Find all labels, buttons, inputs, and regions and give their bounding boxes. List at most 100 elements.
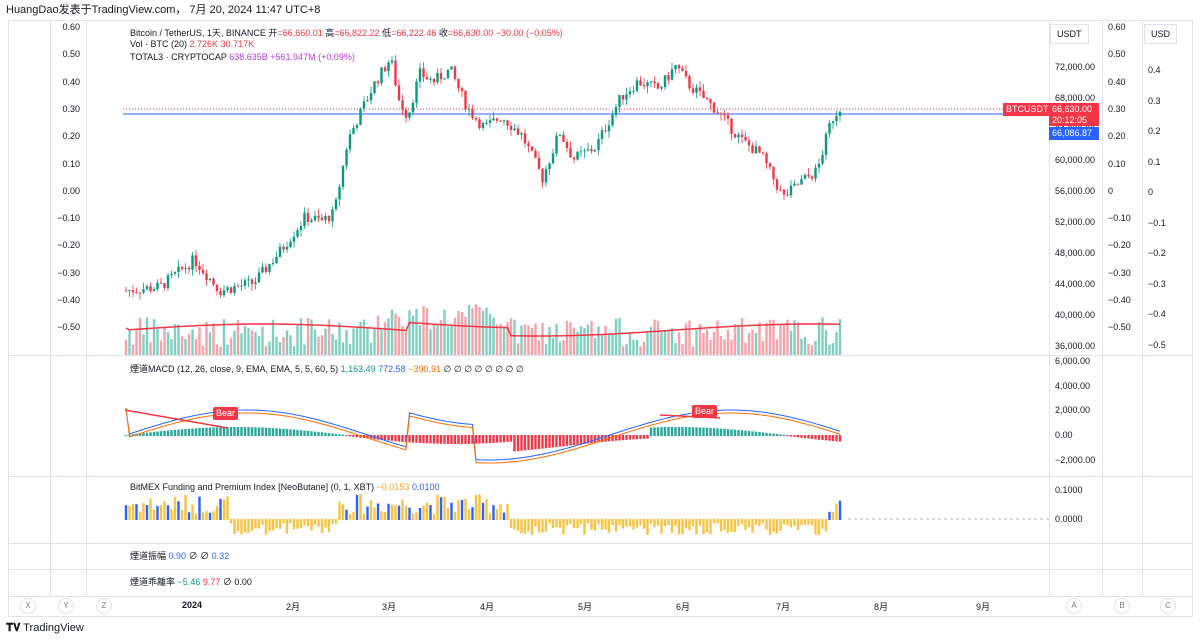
funding-bar <box>415 512 418 520</box>
funding-bar <box>373 507 376 520</box>
candle-body <box>436 72 439 83</box>
axis-button-y[interactable]: Y <box>58 598 74 614</box>
macd-histogram-bar <box>359 435 362 438</box>
funding-bar <box>285 519 289 534</box>
macd-histogram-bar <box>800 435 803 438</box>
amplitude-label[interactable]: 煙道振幅 <box>130 551 167 561</box>
funding-bar <box>376 503 380 520</box>
macd-histogram-bar <box>674 427 677 436</box>
macd-histogram-bar <box>401 435 404 442</box>
axis-button-a[interactable]: A <box>1066 598 1082 614</box>
ratio-value: −5.46 <box>177 577 201 587</box>
macd-histogram-bar <box>296 429 299 436</box>
macd-histogram-bar <box>338 434 341 436</box>
macd-histogram-bar <box>646 435 649 439</box>
macd-histogram-bar <box>775 434 779 436</box>
candle-body <box>390 60 394 63</box>
macd-histogram-bar <box>635 435 639 440</box>
axis-button-z[interactable]: Z <box>96 598 112 614</box>
volume-bar <box>212 323 215 355</box>
macd-histogram-bar <box>408 435 411 443</box>
axis-button-b[interactable]: B <box>1114 598 1130 614</box>
candle-body <box>306 212 310 222</box>
macd-histogram-bar <box>618 435 621 441</box>
axis-button-x[interactable]: X <box>20 598 36 614</box>
symbol-label[interactable]: Bitcoin / TetherUS, 1天, BINANCE <box>130 28 266 38</box>
funding-bar <box>380 511 383 520</box>
candle-body <box>331 209 334 222</box>
usd-unit-button[interactable]: USD <box>1144 24 1178 44</box>
volume-bar <box>621 346 625 355</box>
candle-body <box>453 66 457 79</box>
macd-histogram-bar <box>142 433 145 436</box>
candle-body <box>138 292 142 294</box>
candle-body <box>191 255 194 270</box>
macd-histogram-bar <box>695 427 698 436</box>
axis-tick-label: 0.1 <box>1148 156 1161 167</box>
candle-body <box>754 146 758 154</box>
date-label: 2月 <box>286 602 301 612</box>
candle-body <box>124 290 128 292</box>
candle-body <box>282 246 285 250</box>
funding-bar <box>509 519 513 528</box>
volume-bar <box>663 330 667 355</box>
volume-bar <box>261 326 264 355</box>
funding-bar <box>761 519 765 524</box>
macd-histogram-bar <box>341 434 345 436</box>
funding-bar <box>709 519 712 534</box>
funding-bar <box>131 504 135 520</box>
candle-body <box>320 217 324 221</box>
funding-bar <box>800 519 803 526</box>
funding-bar <box>303 519 306 526</box>
candle-body <box>369 93 373 101</box>
volume-bar <box>303 344 306 355</box>
axis-tick-label: −0.2 <box>1148 248 1166 258</box>
macd-histogram-bar <box>761 432 765 436</box>
usdt-unit-button[interactable]: USDT <box>1050 24 1089 44</box>
volume-bar <box>835 332 838 355</box>
funding-bar <box>264 519 268 535</box>
volume-bar <box>163 326 166 355</box>
candle-body <box>621 95 625 100</box>
axis-tick-label: −0.50 <box>57 322 80 333</box>
candle-body <box>446 69 450 79</box>
funding-bar <box>247 519 250 533</box>
funding-bar <box>436 495 439 520</box>
volume-bar <box>243 325 247 355</box>
funding-bar <box>527 519 530 532</box>
candle-body <box>814 167 817 179</box>
ratio-value-2: 9.77 <box>202 577 221 587</box>
funding-bar <box>828 511 831 520</box>
volume-bar <box>128 329 131 355</box>
pane-separator <box>8 476 1193 477</box>
funding-bar <box>205 511 208 520</box>
axis-tick-label: 56,000.00 <box>1055 186 1096 196</box>
volume-bar <box>586 324 590 355</box>
funding-bar <box>187 512 191 520</box>
axis-button-c[interactable]: C <box>1160 598 1176 614</box>
volume-label[interactable]: Vol · BTC (20) <box>130 39 188 49</box>
macd-histogram-bar <box>471 435 474 444</box>
total3-label[interactable]: TOTAL3 · CRYPTOCAP <box>130 52 227 62</box>
volume-bar <box>607 334 611 355</box>
candle-body <box>779 189 782 191</box>
open-label: 开 <box>268 28 278 38</box>
candle-body <box>142 289 145 293</box>
candle-body <box>761 152 765 154</box>
funding-bar <box>352 512 355 520</box>
funding-label[interactable]: BitMEX Funding and Premium Index [NeoBut… <box>130 482 375 492</box>
volume-bar <box>789 330 793 355</box>
funding-bar <box>467 509 471 520</box>
macd-label[interactable]: 煙道MACD (12, 26, close, 9, EMA, EMA, 5, 5… <box>130 364 339 374</box>
macd-histogram-bar <box>149 432 152 436</box>
volume-bar <box>702 333 705 355</box>
macd-histogram-bar <box>380 435 383 440</box>
funding-bar <box>779 519 782 531</box>
ratio-label[interactable]: 煙道乖離率 <box>130 577 176 587</box>
funding-bar <box>481 502 485 520</box>
macd-histogram-bar <box>506 435 509 442</box>
candle-body <box>481 123 485 128</box>
volume-bar <box>324 328 327 355</box>
volume-bar <box>453 317 457 355</box>
